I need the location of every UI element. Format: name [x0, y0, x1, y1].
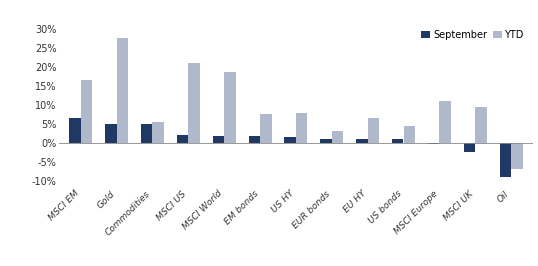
- Bar: [332, 131, 343, 143]
- Bar: [141, 124, 152, 143]
- Bar: [81, 80, 92, 143]
- Bar: [177, 135, 188, 143]
- Bar: [392, 139, 404, 143]
- Legend: September, YTD: September, YTD: [417, 26, 528, 44]
- Bar: [440, 101, 451, 143]
- Bar: [320, 139, 332, 143]
- Bar: [404, 126, 415, 143]
- Bar: [249, 136, 260, 143]
- Bar: [367, 118, 379, 143]
- Bar: [475, 107, 487, 143]
- Bar: [511, 143, 522, 169]
- Bar: [296, 113, 307, 143]
- Bar: [428, 143, 440, 144]
- Bar: [188, 63, 200, 143]
- Bar: [117, 38, 128, 143]
- Bar: [105, 124, 117, 143]
- Bar: [152, 122, 164, 143]
- Bar: [285, 136, 296, 143]
- Bar: [464, 143, 475, 152]
- Bar: [356, 139, 367, 143]
- Bar: [224, 72, 236, 143]
- Bar: [213, 136, 224, 143]
- Bar: [69, 118, 81, 143]
- Bar: [500, 143, 511, 177]
- Bar: [260, 114, 272, 143]
